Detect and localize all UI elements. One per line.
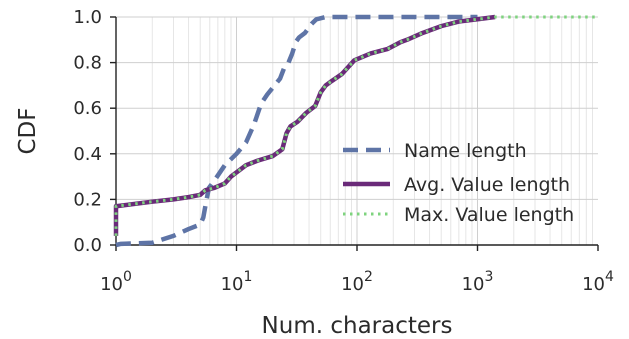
y-tick-label: 1.0 [73,7,102,28]
y-tick-label: 0.2 [73,189,102,210]
x-axis-label: Num. characters [262,313,453,339]
y-tick-label: 0.4 [73,144,102,165]
series-lines [113,14,598,248]
x-tick-label: 102 [341,269,373,295]
series-avg-value-length [113,14,496,236]
legend-label-name-length: Name length [404,140,527,162]
x-tick-label: 100 [100,269,132,295]
x-tick-label: 103 [462,269,494,295]
y-tick-label: 0.6 [73,98,102,119]
x-tick-label: 101 [221,269,253,295]
series-name-length [115,14,478,248]
legend-label-max-value-length: Max. Value length [404,204,574,226]
y-axis-label: CDF [15,108,41,155]
legend: Name length Avg. Value length Max. Value… [343,140,574,226]
legend-label-avg-value-length: Avg. Value length [404,174,570,196]
series-max-value-length [114,15,598,236]
x-tick-label: 104 [582,269,614,295]
tick-labels: 0.0 0.2 0.4 0.6 0.8 1.0 100 101 102 103 104 [73,7,614,295]
y-tick-label: 0.0 [73,235,102,256]
y-tick-label: 0.8 [73,53,102,74]
